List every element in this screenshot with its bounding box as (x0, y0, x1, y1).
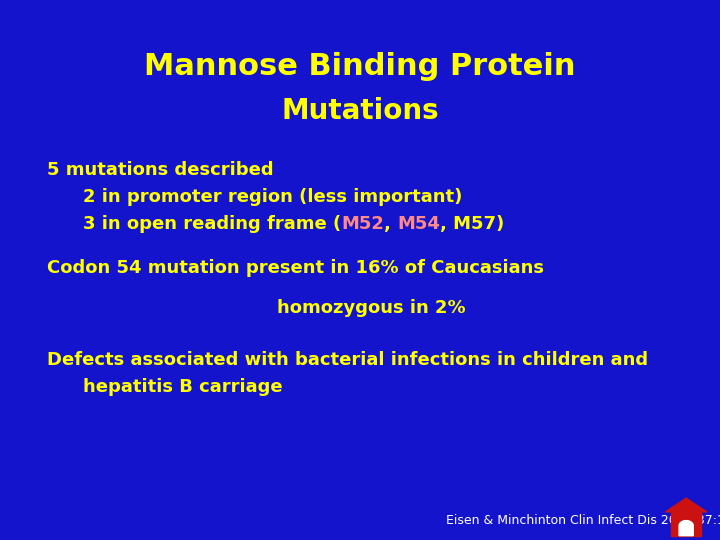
Text: Mannose Binding Protein: Mannose Binding Protein (144, 52, 576, 81)
Text: Codon 54 mutation present in 16% of Caucasians: Codon 54 mutation present in 16% of Cauc… (47, 259, 544, 278)
Text: ,: , (384, 215, 397, 233)
Polygon shape (665, 498, 707, 512)
Text: hepatitis B carriage: hepatitis B carriage (83, 377, 282, 396)
Text: 5 mutations described: 5 mutations described (47, 161, 274, 179)
Text: , M57): , M57) (440, 215, 504, 233)
Text: M52: M52 (341, 215, 384, 233)
Polygon shape (671, 512, 701, 536)
Text: homozygous in 2%: homozygous in 2% (277, 299, 466, 317)
Text: M54: M54 (397, 215, 440, 233)
Text: Mutations: Mutations (282, 97, 438, 125)
Text: Defects associated with bacterial infections in children and: Defects associated with bacterial infect… (47, 350, 648, 368)
Text: 2 in promoter region (less important): 2 in promoter region (less important) (83, 188, 462, 206)
Polygon shape (679, 521, 693, 536)
Text: 3 in open reading frame (: 3 in open reading frame ( (83, 215, 341, 233)
Text: Eisen & Minchinton Clin Infect Dis 2003;37:1496: Eisen & Minchinton Clin Infect Dis 2003;… (446, 514, 720, 526)
